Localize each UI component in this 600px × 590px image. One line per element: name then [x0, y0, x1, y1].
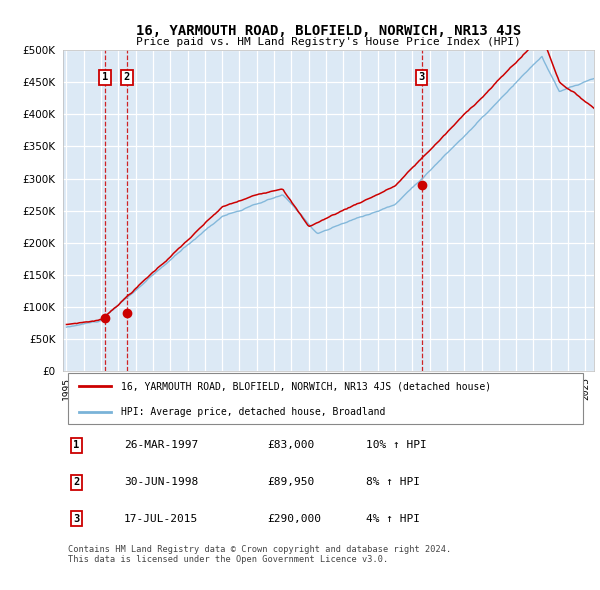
Text: 2: 2	[73, 477, 79, 487]
Text: 2: 2	[124, 73, 130, 83]
Text: 26-MAR-1997: 26-MAR-1997	[124, 441, 199, 451]
Text: 4% ↑ HPI: 4% ↑ HPI	[365, 514, 419, 524]
Text: 3: 3	[73, 514, 79, 524]
Text: 1: 1	[73, 441, 79, 451]
Text: HPI: Average price, detached house, Broadland: HPI: Average price, detached house, Broa…	[121, 407, 386, 417]
Text: 16, YARMOUTH ROAD, BLOFIELD, NORWICH, NR13 4JS (detached house): 16, YARMOUTH ROAD, BLOFIELD, NORWICH, NR…	[121, 381, 491, 391]
Text: Price paid vs. HM Land Registry's House Price Index (HPI): Price paid vs. HM Land Registry's House …	[136, 37, 521, 47]
Text: 16, YARMOUTH ROAD, BLOFIELD, NORWICH, NR13 4JS: 16, YARMOUTH ROAD, BLOFIELD, NORWICH, NR…	[136, 24, 521, 38]
Text: Contains HM Land Registry data © Crown copyright and database right 2024.
This d: Contains HM Land Registry data © Crown c…	[68, 545, 452, 565]
Text: 10% ↑ HPI: 10% ↑ HPI	[365, 441, 427, 451]
Text: £89,950: £89,950	[268, 477, 314, 487]
Text: 3: 3	[419, 73, 425, 83]
Text: 30-JUN-1998: 30-JUN-1998	[124, 477, 199, 487]
Text: 8% ↑ HPI: 8% ↑ HPI	[365, 477, 419, 487]
FancyBboxPatch shape	[68, 373, 583, 424]
Text: 1: 1	[102, 73, 108, 83]
Text: £290,000: £290,000	[268, 514, 322, 524]
Text: £83,000: £83,000	[268, 441, 314, 451]
Text: 17-JUL-2015: 17-JUL-2015	[124, 514, 199, 524]
